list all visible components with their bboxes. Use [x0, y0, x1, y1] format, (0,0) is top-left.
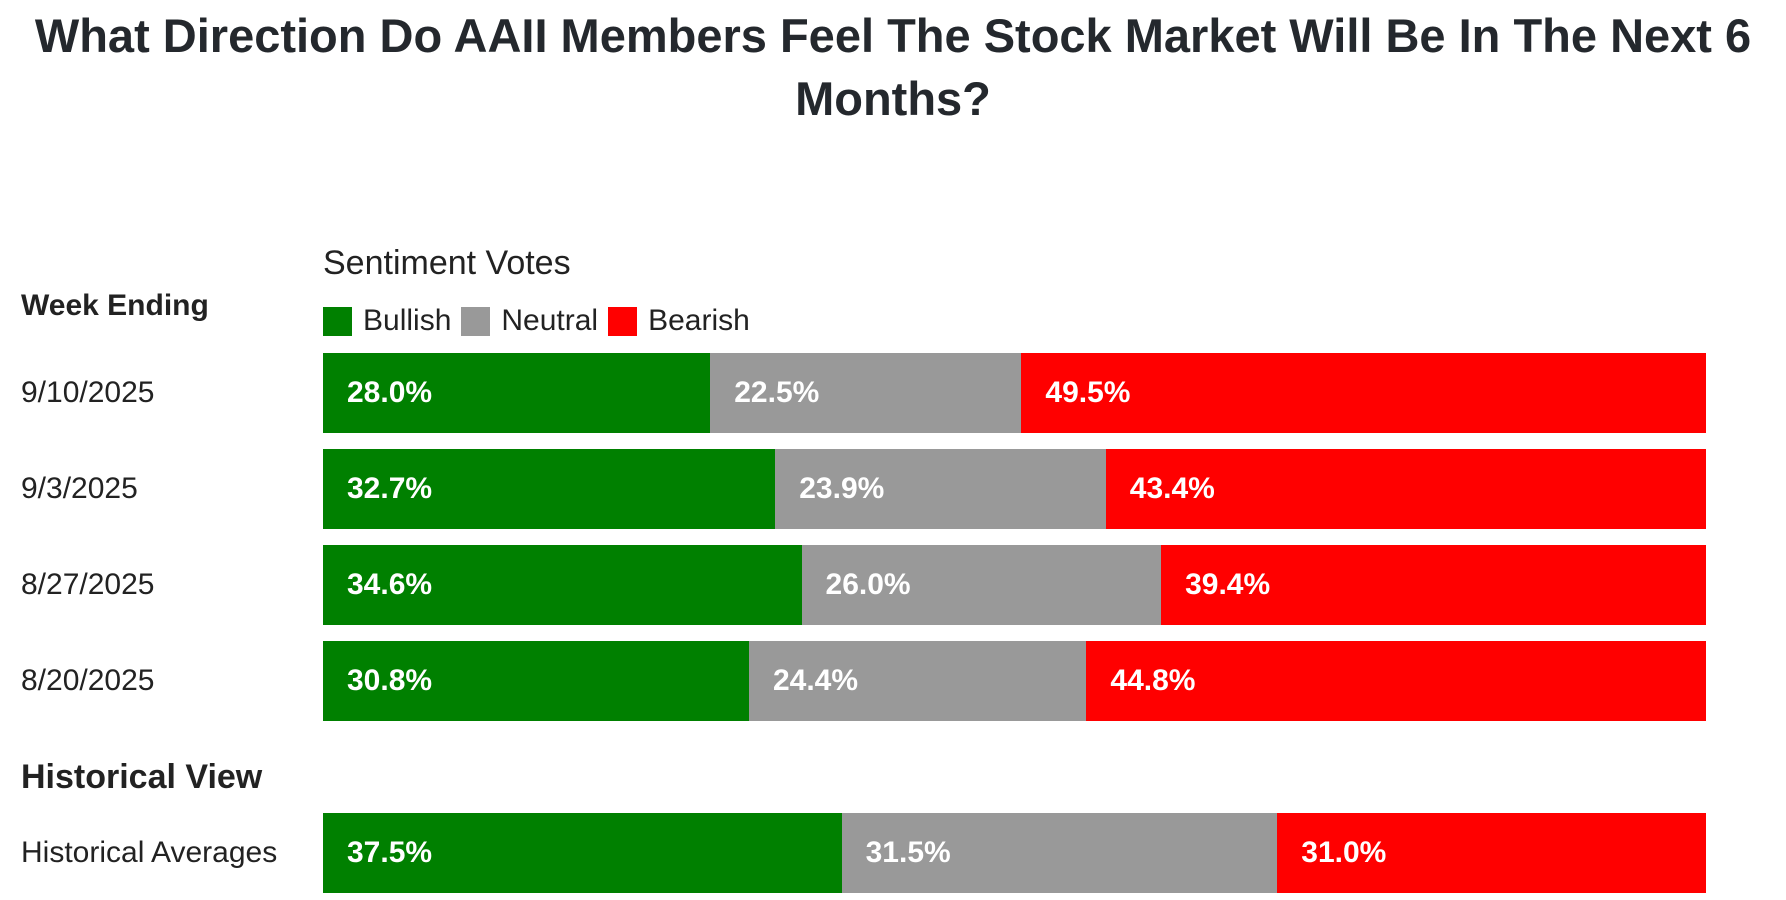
bar-segment-bullish: 34.6% — [323, 545, 802, 625]
row-label: Historical Averages — [21, 836, 278, 869]
bar-segment-bearish: 39.4% — [1161, 545, 1706, 625]
bar-segment-bearish: 43.4% — [1105, 449, 1706, 529]
legend-item-neutral: Neutral — [461, 304, 598, 338]
bar-segment-neutral: 31.5% — [841, 813, 1278, 893]
bar-segment-neutral: 24.4% — [748, 641, 1087, 721]
data-label: 32.7% — [347, 472, 433, 505]
bar-segment-bearish: 44.8% — [1086, 641, 1706, 721]
legend-swatch-neutral — [461, 306, 491, 336]
legend-swatch-bearish — [608, 306, 638, 336]
data-label: 44.8% — [1110, 664, 1196, 697]
legend-swatch-bullish — [323, 306, 352, 336]
section-label-week-ending: Week Ending — [21, 289, 209, 322]
row-label: 8/27/2025 — [21, 568, 155, 601]
data-label: 23.9% — [799, 472, 885, 505]
stacked-bar: 34.6% 26.0% 39.4% — [323, 545, 1706, 625]
data-label: 31.0% — [1301, 836, 1387, 869]
legend-item-bearish: Bearish — [608, 304, 750, 338]
bar-segment-bearish: 31.0% — [1277, 813, 1706, 893]
legend-label-bullish: Bullish — [363, 304, 452, 337]
legend: Bullish Neutral Bearish — [323, 304, 760, 338]
bar-segment-neutral: 26.0% — [801, 545, 1162, 625]
data-label: 49.5% — [1045, 376, 1131, 409]
data-label: 24.4% — [772, 664, 859, 697]
chart-title: What Direction Do AAII Members Feel The … — [34, 9, 1752, 125]
row-label: 8/20/2025 — [21, 664, 155, 697]
bar-segment-bullish: 30.8% — [323, 641, 749, 721]
bar-segment-neutral: 22.5% — [710, 353, 1022, 433]
data-label: 31.5% — [865, 836, 951, 869]
stacked-bar: 32.7% 23.9% 43.4% — [323, 449, 1706, 529]
stacked-bar: 30.8% 24.4% 44.8% — [323, 641, 1706, 721]
data-label: 34.6% — [347, 568, 433, 601]
data-label: 28.0% — [347, 376, 433, 409]
row-label: 9/3/2025 — [21, 472, 138, 505]
data-label: 22.5% — [734, 376, 820, 409]
bar-segment-bearish: 49.5% — [1021, 353, 1706, 433]
row-label: 9/10/2025 — [21, 376, 155, 409]
data-label: 43.4% — [1129, 472, 1215, 505]
legend-label-bearish: Bearish — [648, 304, 750, 337]
legend-title: Sentiment Votes — [323, 244, 571, 282]
bar-segment-bullish: 37.5% — [323, 813, 842, 893]
data-label: 30.8% — [347, 664, 433, 697]
data-label: 39.4% — [1185, 568, 1271, 601]
section-label-historical-view: Historical View — [21, 758, 263, 796]
data-label: 26.0% — [825, 568, 911, 601]
bar-segment-bullish: 32.7% — [323, 449, 776, 529]
legend-label-neutral: Neutral — [501, 304, 599, 337]
stacked-bar: 37.5% 31.5% 31.0% — [323, 813, 1706, 893]
bar-segment-neutral: 23.9% — [775, 449, 1106, 529]
legend-item-bullish: Bullish — [323, 304, 451, 338]
data-label: 37.5% — [347, 836, 433, 869]
bar-segment-bullish: 28.0% — [323, 353, 711, 433]
stacked-bar: 28.0% 22.5% 49.5% — [323, 353, 1706, 433]
